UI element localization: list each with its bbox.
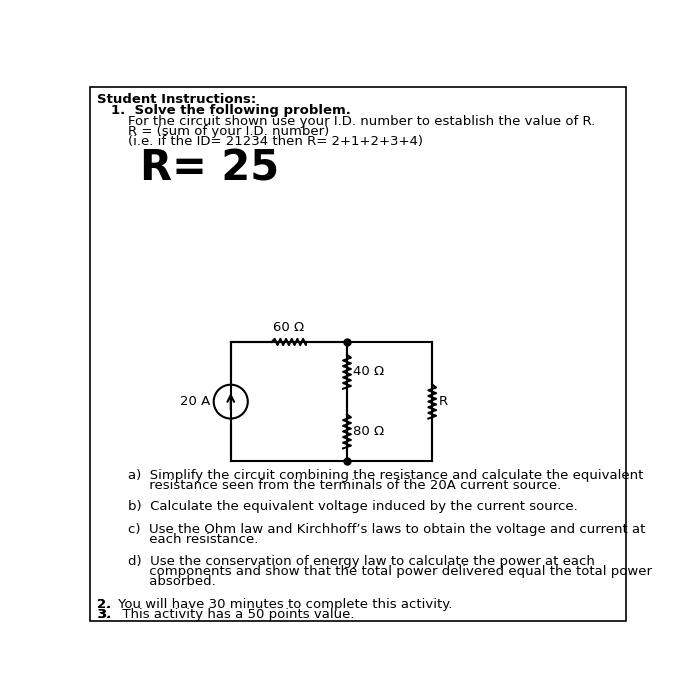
Text: R= 25: R= 25 [140,147,279,189]
Text: d)  Use the conservation of energy law to calculate the power at each: d) Use the conservation of energy law to… [128,555,595,568]
Text: 2.: 2. [96,598,111,611]
Text: absorbed.: absorbed. [128,575,215,588]
Text: components and show that the total power delivered equal the total power: components and show that the total power… [128,566,651,578]
Text: R = (sum of your I.D. number): R = (sum of your I.D. number) [128,125,329,138]
Text: For the circuit shown use your I.D. number to establish the value of R.: For the circuit shown use your I.D. numb… [128,115,595,128]
Text: b)  Calculate the equivalent voltage induced by the current source.: b) Calculate the equivalent voltage indu… [128,500,577,513]
Text: 3.   This activity has a 50 points value.: 3. This activity has a 50 points value. [96,608,354,622]
Text: (i.e. if the ID= 21234 then R= 2+1+2+3+4): (i.e. if the ID= 21234 then R= 2+1+2+3+4… [128,135,423,148]
Text: 1.  Solve the following problem.: 1. Solve the following problem. [110,104,350,117]
Text: 20 A: 20 A [180,395,210,408]
Text: Student Instructions:: Student Instructions: [96,93,256,106]
Text: R: R [438,395,447,408]
FancyBboxPatch shape [89,87,626,621]
Text: each resistance.: each resistance. [128,533,258,546]
Text: 60 Ω: 60 Ω [273,321,305,335]
Text: a)  Simplify the circuit combining the resistance and calculate the equivalent: a) Simplify the circuit combining the re… [128,469,643,482]
Text: 40 Ω: 40 Ω [353,365,384,378]
Text: 2.  You will have 30 minutes to complete this activity.: 2. You will have 30 minutes to complete … [96,598,452,611]
Text: resistance seen from the terminals of the 20A current source.: resistance seen from the terminals of th… [128,479,561,492]
Text: c)  Use the Ohm law and Kirchhoff’s laws to obtain the voltage and current at: c) Use the Ohm law and Kirchhoff’s laws … [128,523,645,536]
Text: 80 Ω: 80 Ω [353,425,384,438]
Text: 3.: 3. [96,608,111,622]
